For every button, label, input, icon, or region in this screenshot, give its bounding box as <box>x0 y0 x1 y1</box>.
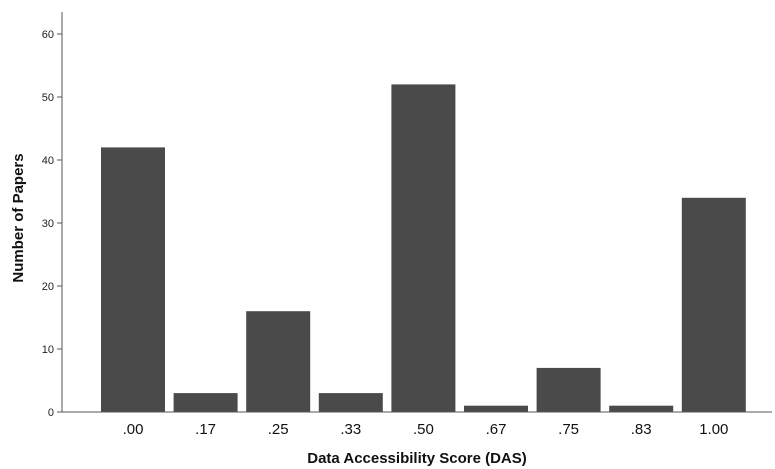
y-tick-label: 40 <box>42 155 54 167</box>
y-tick-label: 0 <box>48 407 54 419</box>
y-tick-label: 10 <box>42 344 54 356</box>
x-axis-ticks: .00 .17 .25 .33 .50 .67 .75 .83 1.00 <box>123 421 729 438</box>
x-tick-label: .00 <box>123 421 144 438</box>
bar-p33 <box>318 393 383 412</box>
bar-p25 <box>246 311 311 412</box>
x-tick-label: .17 <box>195 421 216 438</box>
x-tick-label: .83 <box>631 421 652 438</box>
y-axis-title: Number of Papers <box>10 153 27 282</box>
x-axis-title: Data Accessibility Score (DAS) <box>307 450 527 467</box>
bar-1p00 <box>681 197 746 412</box>
bar-p50 <box>391 84 456 413</box>
x-tick-label: 1.00 <box>699 421 728 438</box>
y-tick-label: 20 <box>42 281 54 293</box>
x-tick-label: .50 <box>413 421 434 438</box>
bar-p00 <box>101 147 165 412</box>
y-tick-label: 50 <box>42 92 54 104</box>
bar-p67 <box>464 405 528 412</box>
bar-p75 <box>536 367 601 412</box>
x-tick-label: .67 <box>486 421 507 438</box>
bar-p83 <box>609 405 674 412</box>
y-tick-label: 30 <box>42 218 54 230</box>
bar-p17 <box>173 393 238 412</box>
x-tick-label: .25 <box>268 421 289 438</box>
y-tick-label: 60 <box>42 29 54 41</box>
x-tick-label: .75 <box>558 421 579 438</box>
bars-group <box>101 84 746 413</box>
x-tick-label: .33 <box>340 421 361 438</box>
y-axis-ticks: 0 10 20 30 40 50 60 <box>42 29 62 419</box>
